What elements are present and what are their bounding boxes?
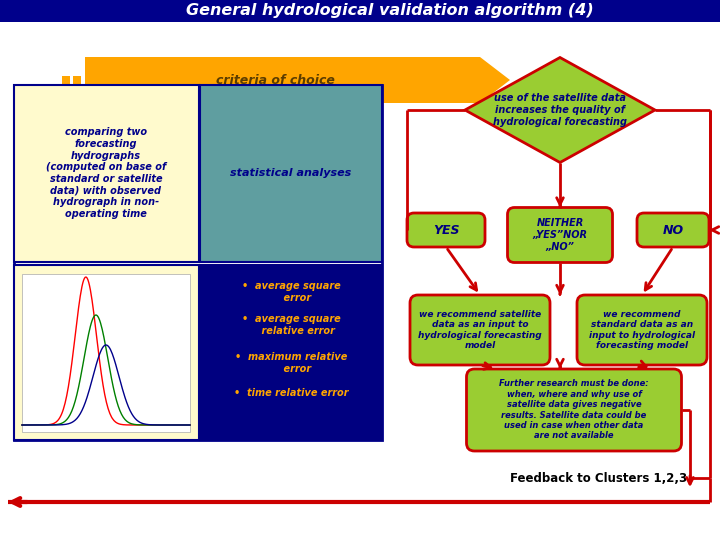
Text: comparing two
forecasting
hydrographs
(computed on base of
standard or satellite: comparing two forecasting hydrographs (c…: [46, 127, 166, 219]
FancyBboxPatch shape: [637, 213, 709, 247]
Text: •  maximum relative
    error: • maximum relative error: [235, 352, 347, 374]
Text: NO: NO: [662, 224, 683, 237]
Text: •  time relative error: • time relative error: [234, 388, 348, 398]
Text: General hydrological validation algorithm (4): General hydrological validation algorith…: [186, 3, 594, 18]
FancyBboxPatch shape: [200, 265, 382, 440]
Polygon shape: [85, 57, 510, 103]
Text: Further research must be done:
when, where and why use of
satellite data gives n: Further research must be done: when, whe…: [499, 380, 649, 441]
Text: YES: YES: [433, 224, 459, 237]
Text: NEITHER
„YES”NOR
„NO”: NEITHER „YES”NOR „NO”: [533, 218, 588, 252]
Text: we recommend satellite
data as an input to
hydrological forecasting
model: we recommend satellite data as an input …: [418, 310, 542, 350]
Text: Feedback to Clusters 1,2,3: Feedback to Clusters 1,2,3: [510, 471, 687, 484]
Text: criteria of choice: criteria of choice: [215, 73, 334, 86]
Text: use of the satellite data
increases the quality of
hydrological forecasting: use of the satellite data increases the …: [493, 93, 627, 126]
Text: •  average square
    error: • average square error: [242, 281, 341, 303]
FancyBboxPatch shape: [407, 213, 485, 247]
Polygon shape: [465, 57, 655, 163]
FancyBboxPatch shape: [14, 265, 199, 440]
FancyBboxPatch shape: [73, 76, 81, 122]
FancyBboxPatch shape: [467, 369, 682, 451]
Text: •  average square
    relative error: • average square relative error: [242, 314, 341, 336]
FancyBboxPatch shape: [14, 85, 382, 440]
FancyBboxPatch shape: [508, 207, 613, 262]
Text: we recommend
standard data as an
input to hydrological
forecasting model: we recommend standard data as an input t…: [589, 310, 695, 350]
Text: statistical analyses: statistical analyses: [230, 168, 351, 178]
FancyBboxPatch shape: [0, 0, 720, 22]
FancyBboxPatch shape: [22, 274, 190, 432]
FancyBboxPatch shape: [62, 76, 70, 122]
FancyBboxPatch shape: [577, 295, 707, 365]
FancyBboxPatch shape: [200, 85, 382, 262]
FancyBboxPatch shape: [14, 85, 199, 262]
FancyBboxPatch shape: [410, 295, 550, 365]
